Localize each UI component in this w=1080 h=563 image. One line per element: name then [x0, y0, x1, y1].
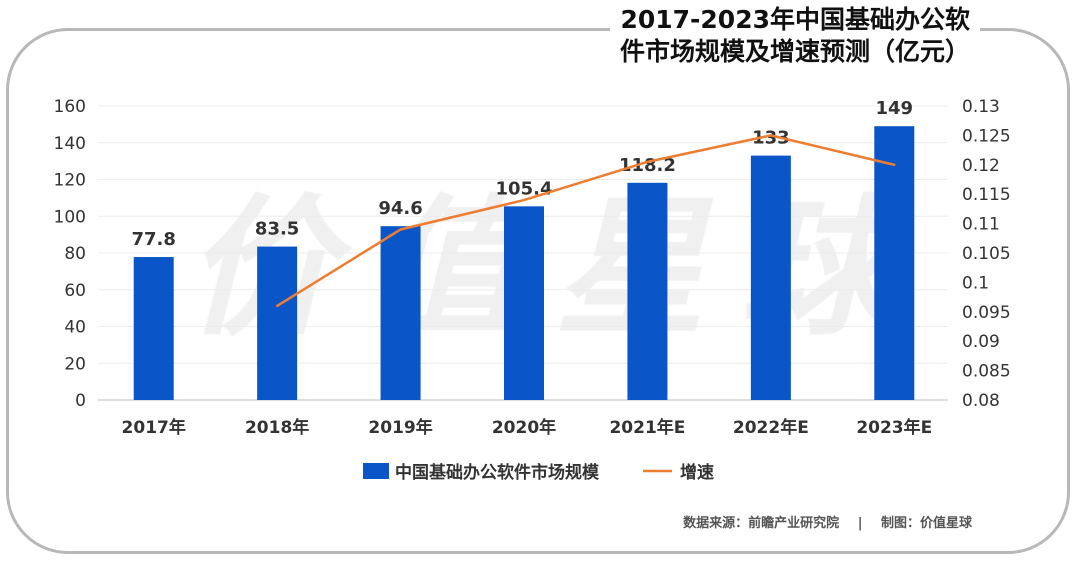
bar: [627, 182, 668, 400]
growth-point: [275, 304, 279, 308]
y-tick-label: 20: [64, 354, 86, 374]
growth-point: [399, 228, 402, 231]
data-label: 77.8: [132, 229, 176, 250]
bar: [133, 257, 174, 400]
y-tick-label: 140: [54, 134, 86, 154]
bar: [874, 126, 915, 401]
growth-line: [276, 134, 895, 307]
y2-tick-label: 0.095: [962, 303, 1011, 323]
y2-tick-label: 0.125: [962, 126, 1011, 146]
x-tick-label: 2022年E: [733, 417, 809, 438]
y-tick-label: 120: [54, 171, 86, 191]
y-tick-label: 100: [54, 207, 86, 227]
bar: [380, 226, 421, 400]
y2-tick-label: 0.11: [962, 215, 1000, 235]
growth-point: [769, 134, 773, 137]
bar: [750, 155, 791, 400]
maker-text: 制图：价值星球: [880, 516, 972, 531]
y2-tick-label: 0.085: [962, 362, 1011, 382]
x-tick-label: 2023年E: [856, 417, 932, 438]
x-tick-label: 2017年: [122, 417, 186, 438]
y-tick-label: 0: [75, 391, 86, 411]
y2-tick-label: 0.13: [962, 97, 1000, 117]
y2-tick-label: 0.1: [962, 273, 989, 293]
data-label: 94.6: [378, 198, 422, 219]
data-label: 133: [752, 128, 790, 149]
title-line-1: 2017-2023年中国基础办公软: [620, 5, 970, 34]
y2-tick-label: 0.105: [962, 244, 1011, 264]
growth-point: [893, 163, 896, 166]
data-label: 83.5: [255, 219, 299, 240]
growth-point: [646, 160, 649, 164]
y-tick-label: 60: [64, 281, 86, 301]
chart-title: 2017-2023年中国基础办公软 件市场规模及增速预测（亿元）: [609, 4, 980, 68]
x-tick-label: 2018年: [245, 417, 309, 438]
bar: [504, 206, 544, 400]
bar: [257, 246, 298, 400]
footer: 数据来源：前瞻产业研究院 | 制图：价值星球: [683, 512, 972, 531]
x-tick-label: 2021年E: [609, 417, 685, 438]
growth-point: [522, 198, 526, 202]
legend-bar-label: 中国基础办公软件市场规模: [395, 462, 600, 483]
x-tick-label: 2019年: [368, 417, 432, 438]
y2-tick-label: 0.115: [962, 185, 1011, 205]
x-tick-label: 2020年: [492, 417, 556, 438]
y2-tick-label: 0.12: [962, 156, 1000, 176]
legend-bar-swatch: [363, 463, 389, 479]
y-tick-label: 160: [54, 97, 86, 117]
y2-tick-label: 0.08: [962, 391, 1000, 411]
data-label: 149: [875, 98, 913, 119]
data-label: 105.4: [496, 178, 553, 199]
title-line-2: 件市场规模及增速预测（亿元）: [619, 37, 970, 66]
source-text: 数据来源：前瞻产业研究院: [683, 516, 840, 531]
y2-tick-label: 0.09: [962, 332, 1000, 352]
footer-separator: |: [857, 516, 863, 531]
y-tick-label: 40: [64, 318, 86, 338]
legend-line-label: 增速: [680, 462, 714, 483]
y-tick-label: 80: [64, 244, 86, 264]
